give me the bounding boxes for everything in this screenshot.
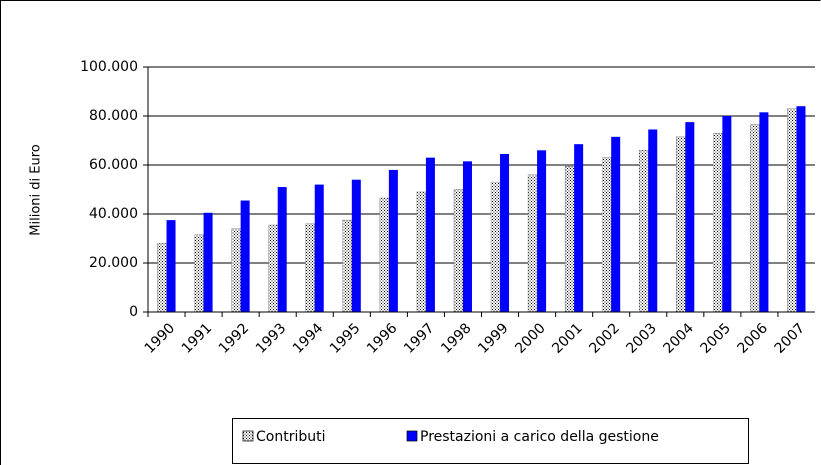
x-tick-label: 2001 (549, 320, 586, 357)
bar (240, 200, 250, 312)
bar (564, 165, 575, 313)
x-tick-label: 2005 (698, 320, 735, 357)
legend-swatch (242, 430, 254, 442)
y-tick-label: 40.000 (89, 206, 138, 222)
x-tick-label: 2002 (586, 320, 623, 357)
legend-box (232, 418, 749, 464)
x-tick-label: 1991 (179, 320, 216, 357)
bar (639, 150, 649, 313)
bar (194, 234, 204, 313)
x-tick-label: 2000 (512, 320, 549, 357)
bar (787, 108, 797, 313)
bar (759, 112, 769, 312)
x-tick-label: 1999 (475, 320, 512, 357)
legend-label: Prestazioni a carico della gestione (420, 429, 659, 445)
bar (537, 150, 547, 312)
bar (490, 181, 501, 313)
bar (379, 197, 390, 313)
x-tick-label: 1997 (401, 320, 438, 357)
x-tick-label: 2007 (772, 320, 809, 357)
bar (231, 228, 241, 313)
bar (342, 219, 353, 313)
y-tick-label: 100.000 (80, 59, 138, 75)
bar (611, 136, 621, 312)
bar (713, 132, 723, 313)
bar (722, 116, 732, 312)
bar (676, 136, 686, 313)
legend-label: Contributi (256, 429, 326, 445)
bar (685, 122, 695, 312)
bar (796, 106, 806, 312)
legend-swatch (406, 430, 418, 442)
bar (601, 157, 612, 313)
y-tick-label: 80.000 (89, 108, 138, 124)
bar (203, 212, 213, 312)
y-tick-label: 20.000 (89, 255, 138, 271)
bar (648, 129, 658, 312)
bar (462, 161, 472, 312)
bar (305, 223, 315, 313)
bar (314, 184, 324, 312)
bar (351, 179, 361, 312)
bar (388, 169, 398, 312)
y-axis-label: Milioni di Euro (29, 144, 44, 235)
x-tick-label: 1994 (290, 320, 327, 357)
bar (500, 153, 510, 312)
x-tick-label: 2004 (660, 320, 697, 357)
bar (750, 124, 760, 313)
bar (416, 191, 427, 313)
bar (166, 220, 176, 312)
bar (268, 224, 278, 313)
x-tick-label: 1998 (438, 320, 475, 357)
x-tick-label: 1992 (216, 320, 253, 357)
bar (453, 189, 464, 313)
bar (425, 157, 435, 312)
x-tick-label: 2003 (623, 320, 660, 357)
x-tick-label: 1993 (253, 320, 290, 357)
bar (157, 243, 167, 313)
x-tick-label: 2006 (735, 320, 772, 357)
bar (527, 174, 538, 313)
x-tick-label: 1996 (364, 320, 401, 357)
x-tick-label: 1995 (327, 320, 364, 357)
bar (277, 187, 287, 312)
y-tick-label: 0 (129, 304, 138, 320)
y-tick-label: 60.000 (89, 157, 138, 173)
x-tick-label: 1990 (142, 320, 179, 357)
bar (574, 144, 584, 312)
